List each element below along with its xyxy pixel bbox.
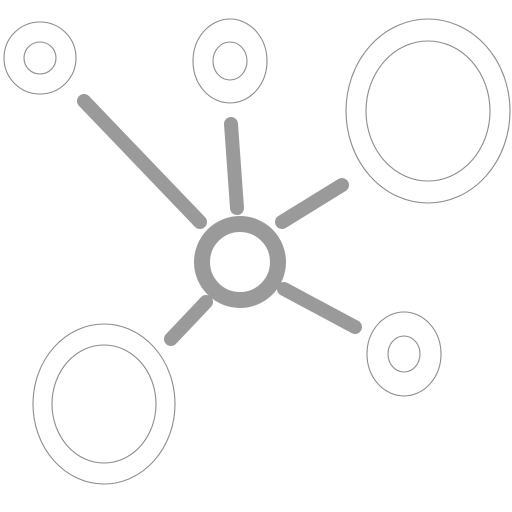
- node-bottom-left: [32, 323, 176, 485]
- spokes: [77, 94, 362, 346]
- node-top-left: [3, 21, 77, 95]
- node-top-right: [345, 18, 511, 204]
- spoke-right: [275, 178, 349, 229]
- spoke-bottom-right: [277, 282, 362, 334]
- spoke-bottom-left: [164, 295, 213, 346]
- hub-node: [194, 216, 286, 308]
- node-bottom-right: [366, 311, 442, 397]
- spoke-top: [224, 117, 244, 215]
- node-top: [192, 18, 268, 104]
- spoke-top-left: [77, 94, 207, 229]
